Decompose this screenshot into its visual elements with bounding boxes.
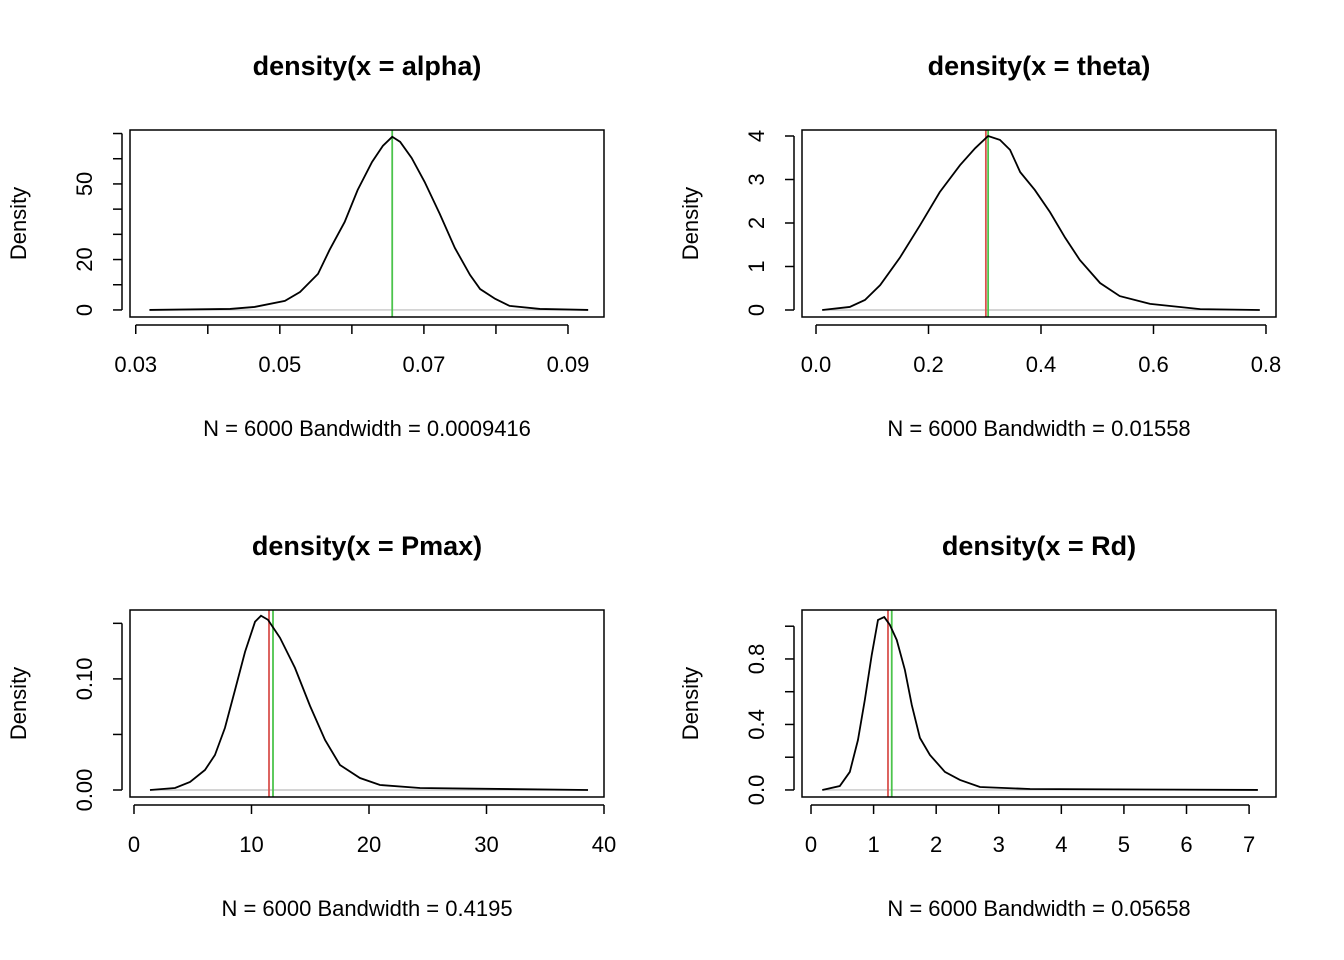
plot-frame <box>801 129 1277 318</box>
x-tick-label: 0.03 <box>114 352 157 377</box>
y-tick-label: 0 <box>72 304 97 316</box>
chart-title: density(x = alpha) <box>253 51 482 81</box>
x-tick-label: 10 <box>239 832 263 857</box>
y-tick-label: 1 <box>744 260 769 272</box>
x-tick-label: 0.07 <box>402 352 445 377</box>
y-tick-label: 20 <box>72 247 97 271</box>
x-tick-label: 30 <box>474 832 498 857</box>
x-tick-label: 0 <box>128 832 140 857</box>
chart-title: density(x = Rd) <box>942 531 1136 561</box>
y-tick-label: 0.00 <box>72 769 97 812</box>
plot-frame <box>801 609 1277 798</box>
y-axis-label: Density <box>678 187 703 260</box>
x-tick-label: 4 <box>1055 832 1067 857</box>
plot-frame <box>129 129 605 318</box>
x-tick-label: 0.4 <box>1026 352 1057 377</box>
x-tick-label: 0.0 <box>801 352 832 377</box>
x-tick-label: 0.6 <box>1138 352 1169 377</box>
chart-title: density(x = Pmax) <box>252 531 482 561</box>
y-tick-label: 3 <box>744 173 769 185</box>
y-tick-label: 2 <box>744 217 769 229</box>
y-tick-label: 0.0 <box>744 775 769 806</box>
chart-title: density(x = theta) <box>928 51 1151 81</box>
density-line <box>149 135 589 311</box>
y-tick-label: 0.10 <box>72 657 97 700</box>
y-tick-label: 50 <box>72 172 97 196</box>
x-tick-label: 40 <box>592 832 616 857</box>
x-axis-label: N = 6000 Bandwidth = 0.4195 <box>221 896 512 921</box>
x-tick-label: 0 <box>805 832 817 857</box>
x-tick-label: 3 <box>993 832 1005 857</box>
density-line <box>149 614 589 791</box>
x-tick-label: 5 <box>1118 832 1130 857</box>
x-axis-label: N = 6000 Bandwidth = 0.05658 <box>887 896 1190 921</box>
y-axis-label: Density <box>678 667 703 740</box>
x-axis-label: N = 6000 Bandwidth = 0.0009416 <box>203 416 531 441</box>
x-tick-label: 6 <box>1180 832 1192 857</box>
x-tick-label: 20 <box>357 832 381 857</box>
y-tick-label: 0 <box>744 304 769 316</box>
density-line <box>822 615 1258 791</box>
x-tick-label: 1 <box>867 832 879 857</box>
y-tick-label: 0.4 <box>744 709 769 740</box>
x-tick-label: 2 <box>930 832 942 857</box>
x-tick-label: 0.2 <box>913 352 944 377</box>
plot-frame <box>129 609 605 798</box>
x-tick-label: 0.09 <box>547 352 590 377</box>
y-axis-label: Density <box>6 667 31 740</box>
y-axis-label: Density <box>6 187 31 260</box>
density-line <box>822 134 1260 311</box>
x-tick-label: 0.05 <box>258 352 301 377</box>
y-tick-label: 4 <box>744 130 769 142</box>
x-axis-label: N = 6000 Bandwidth = 0.01558 <box>887 416 1190 441</box>
y-tick-label: 0.8 <box>744 644 769 675</box>
x-tick-label: 7 <box>1243 832 1255 857</box>
x-tick-label: 0.8 <box>1251 352 1282 377</box>
